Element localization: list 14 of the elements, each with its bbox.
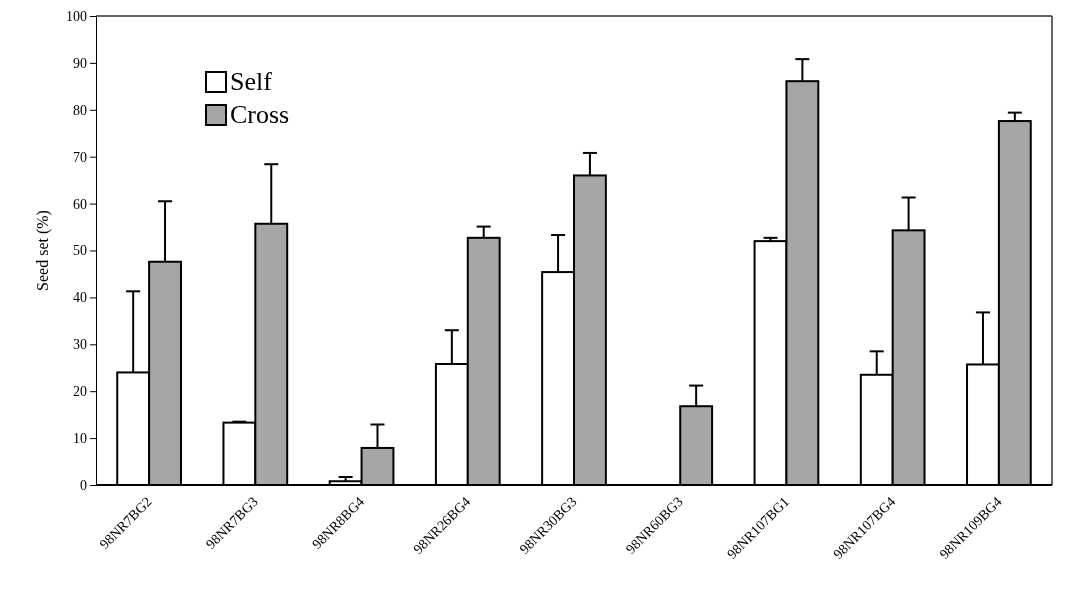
y-tick-label: 100 [66, 8, 87, 24]
y-tick-label: 40 [73, 290, 87, 306]
y-axis-title: Seed set (%) [34, 210, 52, 291]
y-tick-label: 70 [73, 149, 87, 165]
y-tick-label: 50 [73, 243, 87, 259]
y-tick-label: 60 [73, 196, 87, 212]
y-tick-label: 80 [73, 102, 87, 118]
y-tick-label: 0 [80, 477, 87, 493]
y-tick-label: 90 [73, 55, 87, 71]
legend-label: Self [230, 67, 273, 96]
y-tick-label: 10 [73, 431, 87, 447]
y-tick-label: 30 [73, 337, 87, 353]
legend-label: Cross [230, 100, 290, 129]
y-tick-label: 20 [73, 384, 87, 400]
